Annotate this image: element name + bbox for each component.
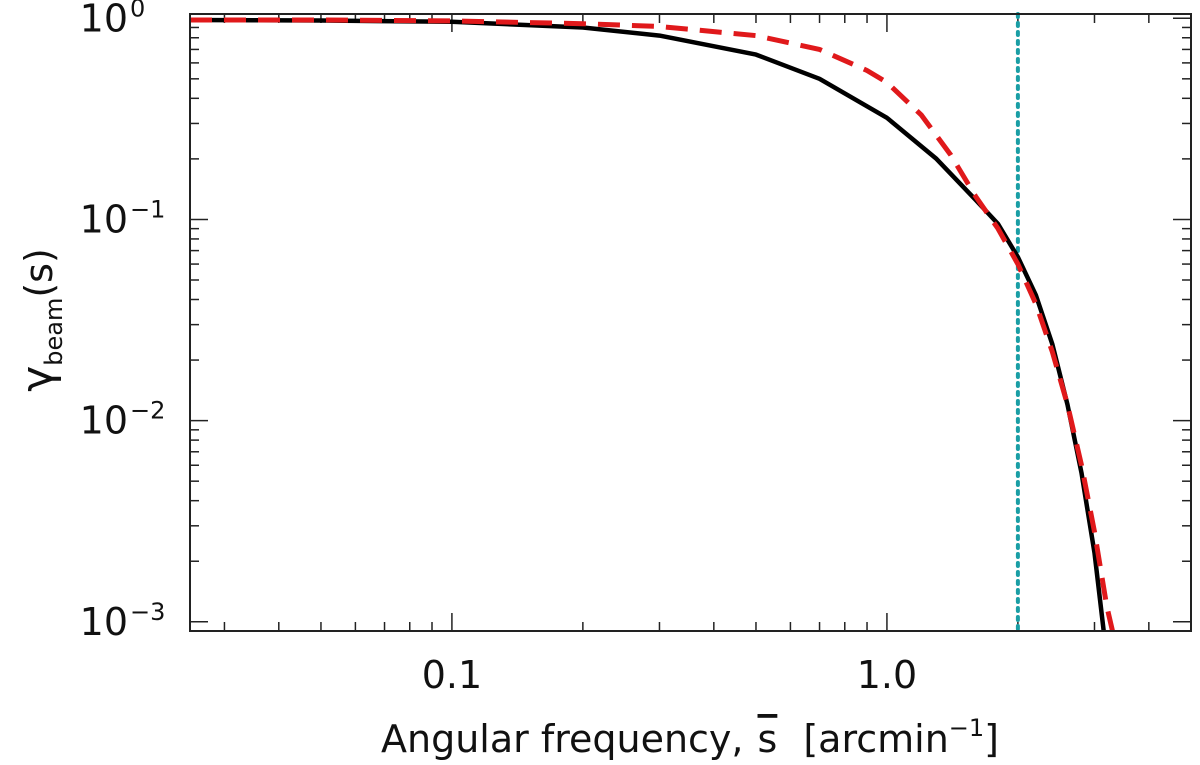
x-axis-text: Angular frequency, [381,717,744,761]
y-axis-title: γbeam(s) [12,248,68,392]
y-tick-label-exponent: −2 [130,397,165,425]
y-tick-label: 10 [80,399,128,443]
plot-curves [189,12,1115,633]
y-tick-label: 10 [80,197,128,241]
x-axis-variable: s [758,717,778,761]
y-tick-label: 10 [80,0,128,40]
solid-black-curve [189,17,1106,632]
plot-frame [189,13,1192,632]
y-axis-symbol: γ [12,366,63,392]
x-tick-labels: 0.1 1.0 [422,653,917,697]
y-tick-label: 10 [80,600,128,644]
y-tick-label-exponent: −1 [130,195,165,223]
x-axis-units-exponent: −1 [949,714,984,742]
x-axis-units-close: ] [984,717,999,761]
y-tick-label-exponent: −3 [130,598,165,626]
tick-marks [190,14,1192,632]
x-axis-title: Angular frequency, s [arcmin−1] [381,714,999,761]
x-tick-label: 1.0 [857,653,917,697]
y-axis-argument: (s) [17,248,61,297]
dashed-red-curve [190,17,1115,632]
y-axis-subscript: beam [40,298,68,366]
x-axis-units: [arcmin [803,717,948,761]
y-tick-label-exponent: 0 [130,0,145,22]
x-tick-label: 0.1 [422,653,482,697]
